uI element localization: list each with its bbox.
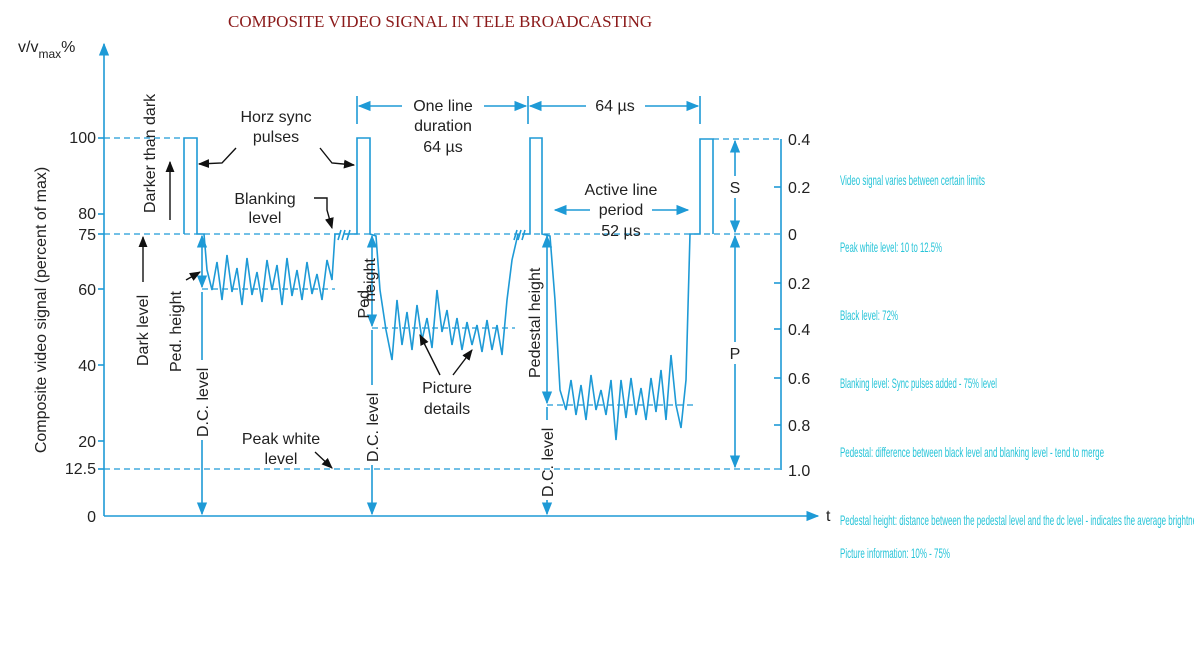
shape: [345, 137, 519, 361]
label: 12.5: [65, 461, 96, 478]
label: Peak white level: 10 to 12.5%: [840, 239, 942, 255]
label: 20: [78, 434, 96, 451]
label: 52 µs: [601, 223, 640, 240]
label: Blanking: [234, 191, 295, 208]
axes: [98, 42, 820, 522]
label: Blanking level: Sync pulses added - 75% …: [840, 375, 997, 391]
label: 75: [78, 227, 96, 244]
label: 40: [78, 358, 96, 375]
notes: Video signal varies between certain limi…: [840, 172, 1194, 561]
label: 64 µs: [423, 139, 462, 156]
label: Horz sync: [240, 109, 311, 126]
shape: [419, 333, 441, 376]
label: Black level: 72%: [840, 307, 898, 323]
label: pulses: [253, 129, 299, 146]
title: COMPOSITE VIDEO SIGNAL IN TELE BROADCAST…: [228, 12, 652, 31]
label: 0.4: [788, 322, 810, 339]
label: S: [730, 180, 741, 197]
label: 0.4: [788, 132, 810, 149]
label: D.C. level: [195, 368, 212, 437]
label: v/v: [18, 39, 38, 56]
label: 0.2: [788, 276, 810, 293]
label: %: [61, 39, 75, 56]
label: Pedestal: difference between black level…: [840, 444, 1104, 460]
label: Ped.: [356, 286, 373, 319]
shape: [314, 197, 334, 230]
label: 0.2: [788, 180, 810, 197]
shape: [522, 137, 714, 441]
label: Video signal varies between certain limi…: [840, 172, 985, 188]
label: P: [730, 346, 741, 363]
label: Pedestal height: distance between the pe…: [840, 512, 1194, 528]
dimension-arrows: [196, 96, 741, 516]
labels: Darker than dark Horz sync pulses Blankin…: [135, 93, 740, 497]
label: 80: [78, 206, 96, 223]
pointer-arrows: [138, 147, 473, 469]
shape: [197, 147, 237, 169]
label: Peak white: [242, 431, 320, 448]
y-axis-label: Composite video signal (percent of max): [33, 167, 50, 453]
shape: [452, 349, 473, 376]
shape: [98, 137, 781, 470]
shape: [314, 451, 333, 469]
right-ticks: 0.4 0.2 0 0.2 0.4 0.6 0.8 1.0: [788, 132, 810, 480]
break-marks: [337, 229, 526, 241]
label: period: [599, 202, 643, 219]
label: 0.8: [788, 418, 810, 435]
signal: [183, 137, 340, 306]
shape: [185, 271, 201, 281]
y-unit: v/vmax%: [18, 39, 75, 61]
label: details: [424, 401, 470, 418]
label: 0: [87, 509, 96, 526]
label: 100: [69, 130, 96, 147]
shape: [319, 147, 356, 169]
label: level: [249, 210, 282, 227]
label: max: [38, 47, 61, 61]
label: Dark level: [135, 295, 152, 366]
label: 1.0: [788, 463, 810, 480]
label: Pedestal height: [527, 267, 544, 378]
label: duration: [414, 118, 472, 135]
label: Darker than dark: [142, 93, 159, 213]
label: height: [362, 258, 379, 302]
label: Picture information: 10% - 75%: [840, 545, 950, 561]
label: level: [265, 451, 298, 468]
x-axis-label: t: [826, 508, 831, 525]
label: Active line: [585, 182, 658, 199]
label: D.C. level: [365, 393, 382, 462]
label: D.C. level: [540, 428, 557, 497]
label: 60: [78, 282, 96, 299]
label: One line: [413, 98, 473, 115]
label: 0.6: [788, 371, 810, 388]
y-ticks: 100 80 75 60 40 20 12.5 0: [65, 130, 96, 526]
label: 64 µs: [595, 98, 634, 115]
label: Ped. height: [168, 290, 185, 372]
label: 0: [788, 227, 797, 244]
label: Picture: [422, 380, 472, 397]
